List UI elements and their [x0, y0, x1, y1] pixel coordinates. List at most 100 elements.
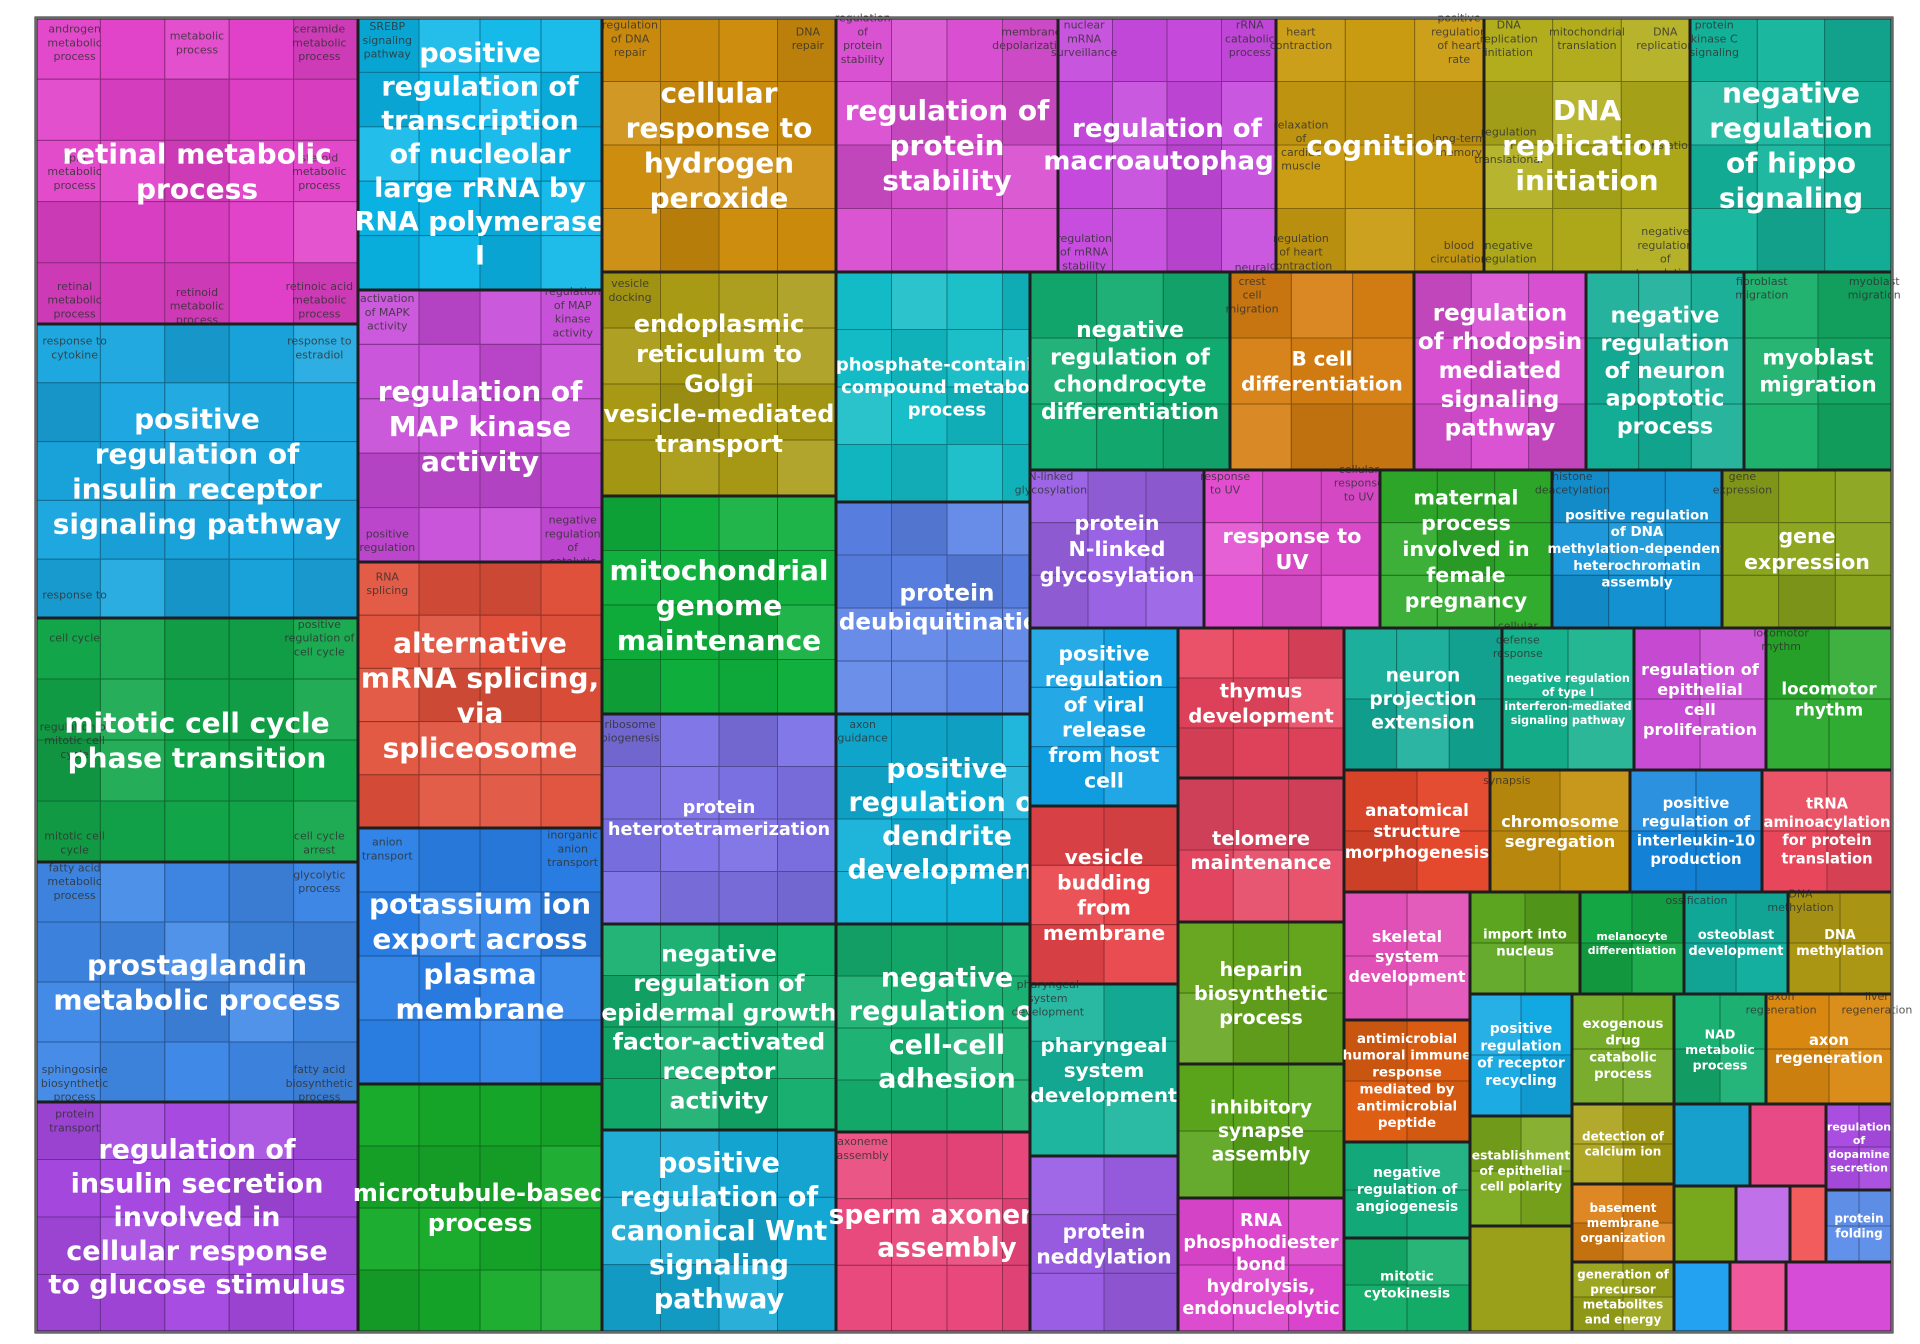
sub-tile: [1765, 1048, 1830, 1105]
sub-tile: [1396, 698, 1450, 771]
treemap-group-regulation-of-map-kinase-activity: activation of MAPK activity regulation of MA…: [356, 285, 604, 567]
sub-tile: [418, 452, 481, 509]
group-label: positive regulation of viral release from ho…: [1045, 642, 1163, 793]
sub-tile: [1689, 208, 1758, 273]
sub-tile: [946, 208, 1003, 273]
sub-tile: [1743, 271, 1819, 339]
sub-tile: [1571, 1143, 1624, 1185]
sub-tile: [660, 1129, 720, 1198]
treemap-group-skeletal-system-development: skeletal system development: [1342, 890, 1472, 1022]
sub-tile: [35, 441, 101, 501]
sub-tile: [540, 289, 603, 345]
sub-tile: [1735, 942, 1789, 995]
subterm-label: activation of MAPK activity: [360, 292, 415, 333]
treemap-group-detection-of-calcium-ion: detection of calcium ion: [1570, 1102, 1676, 1186]
group-label: mitotic cytokinesis: [1364, 1268, 1450, 1301]
sub-tile: [777, 17, 837, 82]
sub-tile: [293, 1101, 359, 1160]
group-label: potassium ion export across plasma membrane: [369, 887, 591, 1025]
sub-tile: [1622, 1296, 1675, 1333]
sub-tile: [1501, 698, 1569, 771]
sub-tile: [164, 499, 230, 560]
sub-tile: [164, 323, 230, 384]
sub-tile: [418, 17, 481, 73]
sub-tile: [718, 1078, 778, 1131]
sub-tile: [418, 71, 481, 128]
sub-tile: [1469, 1115, 1522, 1172]
sub-tile: [835, 501, 892, 556]
treemap-group-protein-neddylation: protein neddylation: [1028, 1154, 1180, 1334]
sub-tile: [1029, 1098, 1105, 1157]
sub-tile: [946, 660, 1003, 715]
sub-tile: [1520, 1054, 1573, 1117]
treemap-group-protein-n-linked-glycosylation: N-linked glycosylation protein N-linked glyc…: [1015, 468, 1206, 630]
group-label: positive regulation of DNA methylation-dep…: [1547, 507, 1727, 590]
subterm-label: inorganic anion transport: [547, 828, 599, 869]
sub-tile: [660, 713, 720, 767]
sub-tile: [1344, 81, 1416, 146]
group-label: generation of precursor metabolites and ene…: [1577, 1268, 1669, 1327]
sub-tile: [1145, 522, 1205, 576]
sub-tile: [1288, 849, 1345, 923]
sub-tile: [1112, 208, 1168, 273]
sub-tile: [835, 386, 892, 445]
sub-tile: [1029, 522, 1089, 576]
sub-tile: [1290, 403, 1354, 471]
sub-tile: [164, 981, 230, 1043]
sub-tile: [479, 667, 542, 723]
sub-tile: [835, 607, 892, 662]
sub-tile: [1699, 627, 1767, 700]
sub-tile: [718, 975, 778, 1028]
sub-tile: [1501, 627, 1569, 700]
sub-tile: [1719, 993, 1767, 1050]
sub-tile: [1622, 993, 1675, 1050]
sub-tile: [1683, 942, 1737, 995]
sub-tile: [1778, 522, 1836, 576]
subterm-label: androgen metabolic process: [47, 22, 101, 63]
sub-tile: [718, 871, 778, 925]
sub-tile: [479, 126, 542, 182]
group-label: RNA phosphodiester bond hydrolysis, endonucl…: [1182, 1211, 1339, 1319]
sub-tile: [777, 1264, 837, 1333]
subterm-label: glycolytic process: [293, 868, 345, 895]
group-label: regulation of insulin secretion involved i…: [48, 1134, 345, 1300]
treemap-group-dna-replication-initiation: DNA replication initiation DNA replication ne…: [1474, 16, 1695, 279]
treemap-group-phosphate-containing-compound-metabolic-process: phosphate-containing compound metabolic pr…: [834, 270, 1060, 504]
sub-tile: [99, 678, 166, 741]
sub-tile: [1489, 769, 1561, 832]
sub-tile: [293, 981, 359, 1043]
subterm-label: retinal metabolic process: [47, 279, 101, 320]
sub-tile: [891, 1079, 948, 1133]
unlabeled-tile: [1734, 1184, 1792, 1264]
sub-tile: [1551, 469, 1610, 524]
sub-tile: [835, 444, 892, 503]
sub-tile: [1552, 144, 1622, 209]
sub-tile: [1406, 1080, 1471, 1143]
sub-tile: [293, 201, 359, 264]
group-label: positive regulation of interleukin-10 produ…: [1637, 794, 1755, 868]
sub-tile: [1631, 942, 1685, 995]
sub-tile: [357, 827, 420, 893]
sub-tile: [418, 235, 481, 291]
sub-tile: [1664, 469, 1723, 524]
sub-tile: [479, 955, 542, 1021]
sub-tile: [1483, 144, 1554, 209]
sub-tile: [891, 607, 948, 662]
sub-tile: [418, 398, 481, 454]
sub-tile: [293, 1274, 359, 1333]
sub-tile: [1352, 337, 1415, 405]
sub-tile: [835, 1264, 892, 1333]
sub-tile: [946, 1198, 1003, 1266]
sub-tile: [1221, 144, 1277, 209]
sub-tile: [1166, 17, 1222, 82]
sub-tile: [835, 766, 892, 820]
sub-tile: [418, 289, 481, 345]
group-label: establishment of epithelial cell polarity: [1472, 1149, 1571, 1194]
sub-tile: [228, 17, 295, 80]
sub-tile: [418, 1083, 481, 1147]
treemap-group-microtubule-based-process: microtubule-based process: [353, 1082, 607, 1334]
sub-tile: [418, 827, 481, 893]
